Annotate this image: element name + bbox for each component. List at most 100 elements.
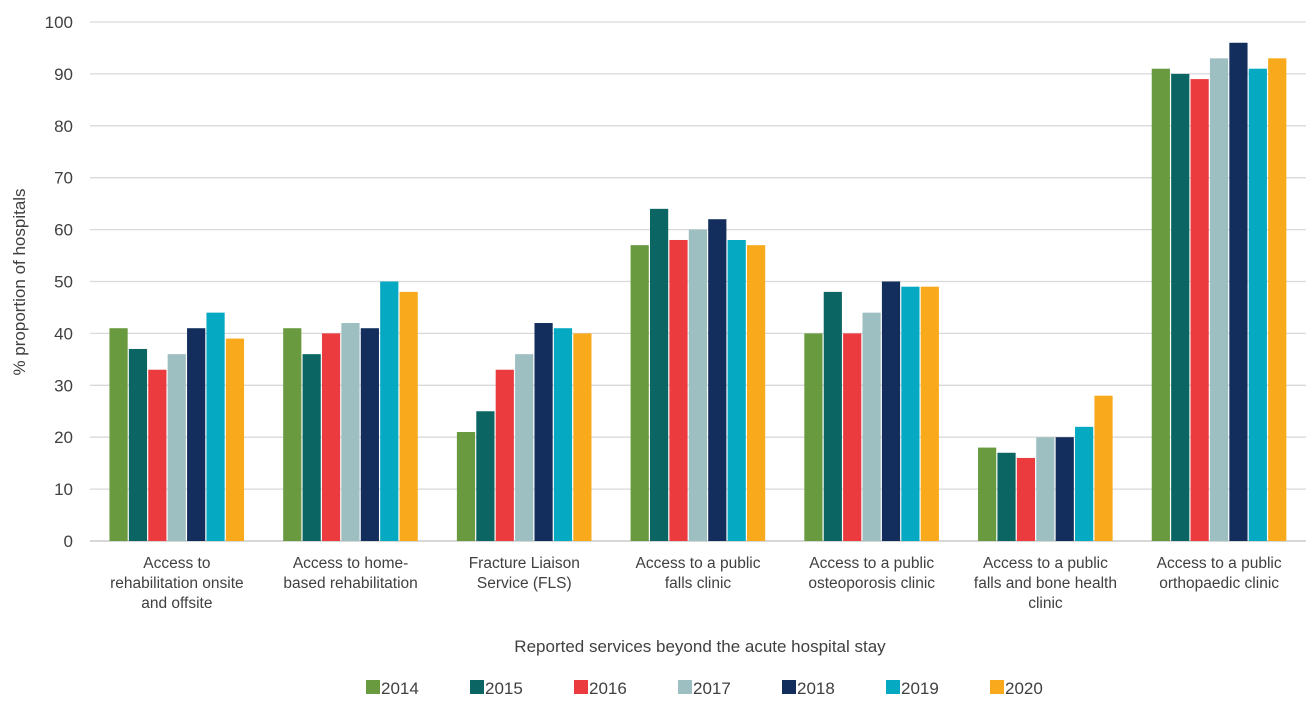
y-tick-label: 60: [54, 221, 73, 240]
x-category-label-line: Access to home-: [293, 555, 408, 572]
x-category-label: Access to a public falls and bone health c…: [974, 555, 1117, 612]
bar-2017-6: [1036, 437, 1055, 541]
x-category-label-line: rehabilitation onsite: [110, 575, 244, 592]
x-axis-category-labels: Access to rehabilitation onsite and offsit…: [110, 555, 1282, 612]
bar-2015-3: [476, 411, 495, 541]
x-category-label-line: falls clinic: [665, 575, 732, 592]
y-tick-label: 100: [45, 13, 73, 32]
bar-2014-7: [1151, 68, 1170, 542]
bar-2020-7: [1268, 58, 1287, 542]
bar-2019-4: [727, 239, 746, 542]
bars: [109, 42, 1287, 542]
bar-2018-3: [534, 323, 553, 541]
bar-2019-3: [553, 328, 573, 541]
bar-2020-3: [573, 333, 592, 541]
bar-2017-5: [862, 312, 881, 541]
legend-swatch-2018: [782, 680, 796, 694]
x-category-label-line: clinic: [1028, 595, 1063, 612]
bar-2018-4: [708, 219, 727, 541]
legend-swatch-2019: [886, 680, 900, 694]
bar-2015-1: [128, 348, 148, 541]
bar-2020-4: [747, 245, 766, 542]
y-axis-ticks: 0 10 20 30 40 50 60 70 80 90 100: [45, 13, 73, 551]
x-category-label: Access to a public falls clinic: [636, 555, 761, 592]
x-category-label-line: Access to: [143, 555, 210, 572]
x-category-label-line: Access to a public: [636, 555, 761, 572]
legend-swatch-2014: [366, 680, 380, 694]
x-category-label-line: Fracture Liaison: [469, 555, 580, 572]
bar-2019-5: [901, 286, 920, 541]
x-category-label: Access to home-based rehabilitation: [283, 555, 417, 592]
bar-2018-5: [881, 281, 901, 541]
y-tick-label: 80: [54, 117, 73, 136]
bar-2017-7: [1209, 58, 1229, 542]
x-category-label-line: Access to a public: [983, 555, 1108, 572]
bar-2016-6: [1016, 457, 1036, 541]
bar-2014-6: [978, 447, 997, 541]
y-tick-label: 90: [54, 65, 73, 84]
bar-2015-5: [823, 291, 842, 541]
x-category-label-line: orthopaedic clinic: [1159, 575, 1279, 592]
bar-2014-2: [283, 328, 302, 541]
bar-2019-2: [380, 281, 399, 541]
y-tick-label: 20: [54, 428, 73, 447]
bar-2015-4: [650, 208, 669, 541]
x-category-label: Access to a public osteoporosis clinic: [808, 555, 935, 592]
legend-swatch-2015: [470, 680, 484, 694]
y-tick-label: 0: [64, 532, 73, 551]
bar-2020-6: [1094, 395, 1113, 541]
bar-2015-6: [997, 452, 1016, 541]
legend-label-2019: 2019: [901, 679, 939, 698]
bar-2020-5: [920, 286, 939, 541]
y-tick-label: 50: [54, 273, 73, 292]
bar-2014-1: [109, 328, 128, 541]
x-category-label-line: and offsite: [141, 595, 212, 612]
legend-label-2020: 2020: [1005, 679, 1043, 698]
bar-2016-5: [843, 333, 862, 541]
legend-swatch-2016: [574, 680, 588, 694]
y-tick-label: 10: [54, 480, 73, 499]
x-category-label-line: Service (FLS): [477, 575, 572, 592]
bar-2014-5: [804, 333, 823, 541]
bar-2017-3: [515, 354, 534, 541]
legend-label-2017: 2017: [693, 679, 731, 698]
bar-2015-7: [1171, 73, 1190, 542]
legend-label-2018: 2018: [797, 679, 835, 698]
bar-2016-1: [148, 369, 167, 541]
legend-label-2016: 2016: [589, 679, 627, 698]
bar-2017-1: [167, 354, 186, 541]
bar-2018-7: [1229, 42, 1248, 541]
x-axis-title: Reported services beyond the acute hospi…: [514, 637, 886, 656]
bar-2014-3: [456, 432, 476, 541]
y-tick-label: 70: [54, 169, 73, 188]
legend-swatch-2017: [678, 680, 692, 694]
bar-2016-4: [669, 239, 688, 542]
bar-2018-2: [360, 328, 379, 541]
bar-2015-2: [302, 354, 321, 541]
legend-label-2015: 2015: [485, 679, 523, 698]
bar-2019-1: [206, 312, 225, 541]
legend-label-2014: 2014: [381, 679, 419, 698]
x-category-label-line: osteoporosis clinic: [808, 575, 935, 592]
bar-2017-4: [688, 229, 707, 541]
legend: 2014 2015 2016 2017 2018 2019 2020: [366, 679, 1043, 698]
x-category-label: Access to a public orthopaedic clinic: [1157, 555, 1282, 592]
bar-2019-7: [1248, 68, 1267, 542]
x-category-label-line: falls and bone health: [974, 575, 1117, 592]
x-category-label-line: based rehabilitation: [283, 575, 417, 592]
x-category-label-line: Access to a public: [1157, 555, 1282, 572]
bar-2019-6: [1075, 426, 1094, 541]
x-category-label: Fracture Liaison Service (FLS): [469, 555, 580, 592]
bar-2017-2: [341, 323, 360, 541]
y-tick-label: 30: [54, 376, 73, 395]
bar-2016-2: [321, 333, 341, 541]
y-tick-label: 40: [54, 324, 73, 343]
x-category-label: Access to rehabilitation onsite and offsit…: [110, 555, 244, 612]
bar-2014-4: [630, 245, 649, 542]
bar-2018-1: [187, 328, 206, 541]
bar-2018-6: [1055, 437, 1074, 541]
bar-2020-1: [225, 338, 245, 541]
y-axis-title: % proportion of hospitals: [10, 188, 29, 375]
bar-2020-2: [399, 291, 418, 541]
